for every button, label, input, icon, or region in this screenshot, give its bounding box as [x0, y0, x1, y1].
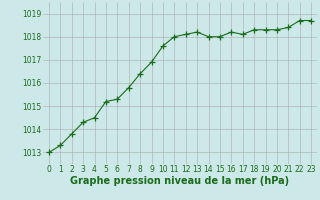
X-axis label: Graphe pression niveau de la mer (hPa): Graphe pression niveau de la mer (hPa) — [70, 176, 290, 186]
